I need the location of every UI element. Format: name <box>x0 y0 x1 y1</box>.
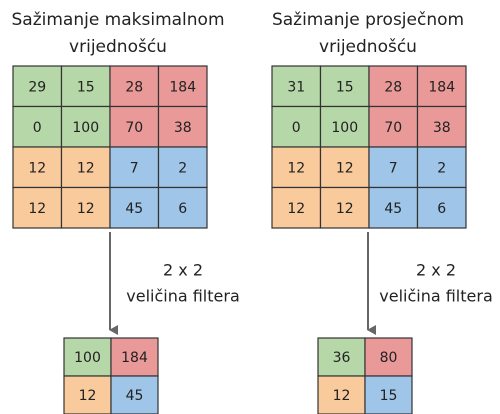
cell-value: 2 <box>178 160 187 176</box>
cell <box>416 146 467 189</box>
cell-value: 6 <box>178 201 187 217</box>
cell <box>110 337 159 377</box>
cell-value: 12 <box>287 160 305 176</box>
cell <box>319 105 370 148</box>
cell <box>63 337 112 377</box>
cell <box>60 65 111 108</box>
cell <box>364 375 413 414</box>
filter-label: 2 x 2 <box>416 261 456 280</box>
cell <box>157 186 208 229</box>
cell-value: 80 <box>380 350 398 366</box>
cell-value: 28 <box>125 79 143 95</box>
cell-value: 15 <box>336 79 354 95</box>
panel-title: Sažimanje prosječnom <box>272 10 464 30</box>
filter-label: veličina filtera <box>379 287 493 306</box>
cell-value: 70 <box>125 120 143 136</box>
cell <box>157 65 208 108</box>
cell-value: 100 <box>72 120 99 136</box>
cell <box>319 65 370 108</box>
cell-value: 184 <box>428 79 455 95</box>
cell-value: 12 <box>333 388 351 404</box>
cell-value: 184 <box>169 79 196 95</box>
cell <box>368 65 419 108</box>
cell-value: 12 <box>336 201 354 217</box>
cell-value: 28 <box>384 79 402 95</box>
panel-title: vrijednošću <box>319 37 417 57</box>
cell <box>317 375 366 414</box>
cell-value: 45 <box>125 201 143 217</box>
filter-label: veličina filtera <box>126 287 240 306</box>
cell-value: 100 <box>331 120 358 136</box>
cell <box>110 375 159 414</box>
panel-title: vrijednošću <box>69 37 167 57</box>
cell <box>368 146 419 189</box>
cell <box>109 146 160 189</box>
cell <box>109 186 160 229</box>
cell <box>368 105 419 148</box>
cell-value: 12 <box>336 160 354 176</box>
cell-value: 36 <box>333 350 351 366</box>
cell-value: 31 <box>287 79 305 95</box>
cell-value: 0 <box>33 120 42 136</box>
cell-value: 7 <box>389 160 398 176</box>
cell-value: 15 <box>77 79 95 95</box>
cell <box>364 337 413 377</box>
cell <box>60 105 111 148</box>
cell-value: 100 <box>74 350 101 366</box>
cell-value: 38 <box>433 120 451 136</box>
panel-title: Sažimanje maksimalnom <box>11 10 224 30</box>
cell-value: 29 <box>28 79 46 95</box>
cell-value: 2 <box>437 160 446 176</box>
cell-value: 0 <box>292 120 301 136</box>
cell <box>109 65 160 108</box>
cell <box>368 186 419 229</box>
cell-value: 7 <box>130 160 139 176</box>
cell-value: 45 <box>384 201 402 217</box>
cell-value: 12 <box>77 160 95 176</box>
cell-value: 70 <box>384 120 402 136</box>
filter-label: 2 x 2 <box>163 261 203 280</box>
cell <box>157 146 208 189</box>
cell-value: 12 <box>28 201 46 217</box>
cell <box>416 186 467 229</box>
cell <box>60 186 111 229</box>
cell-value: 12 <box>287 201 305 217</box>
cell-value: 15 <box>380 388 398 404</box>
cell-value: 184 <box>121 350 148 366</box>
cell-value: 45 <box>126 388 144 404</box>
cell-value: 12 <box>79 388 97 404</box>
cell <box>416 65 467 108</box>
cell <box>319 146 370 189</box>
cell-value: 12 <box>77 201 95 217</box>
cell-value: 38 <box>174 120 192 136</box>
cell-value: 6 <box>437 201 446 217</box>
cell <box>109 105 160 148</box>
cell-value: 12 <box>28 160 46 176</box>
